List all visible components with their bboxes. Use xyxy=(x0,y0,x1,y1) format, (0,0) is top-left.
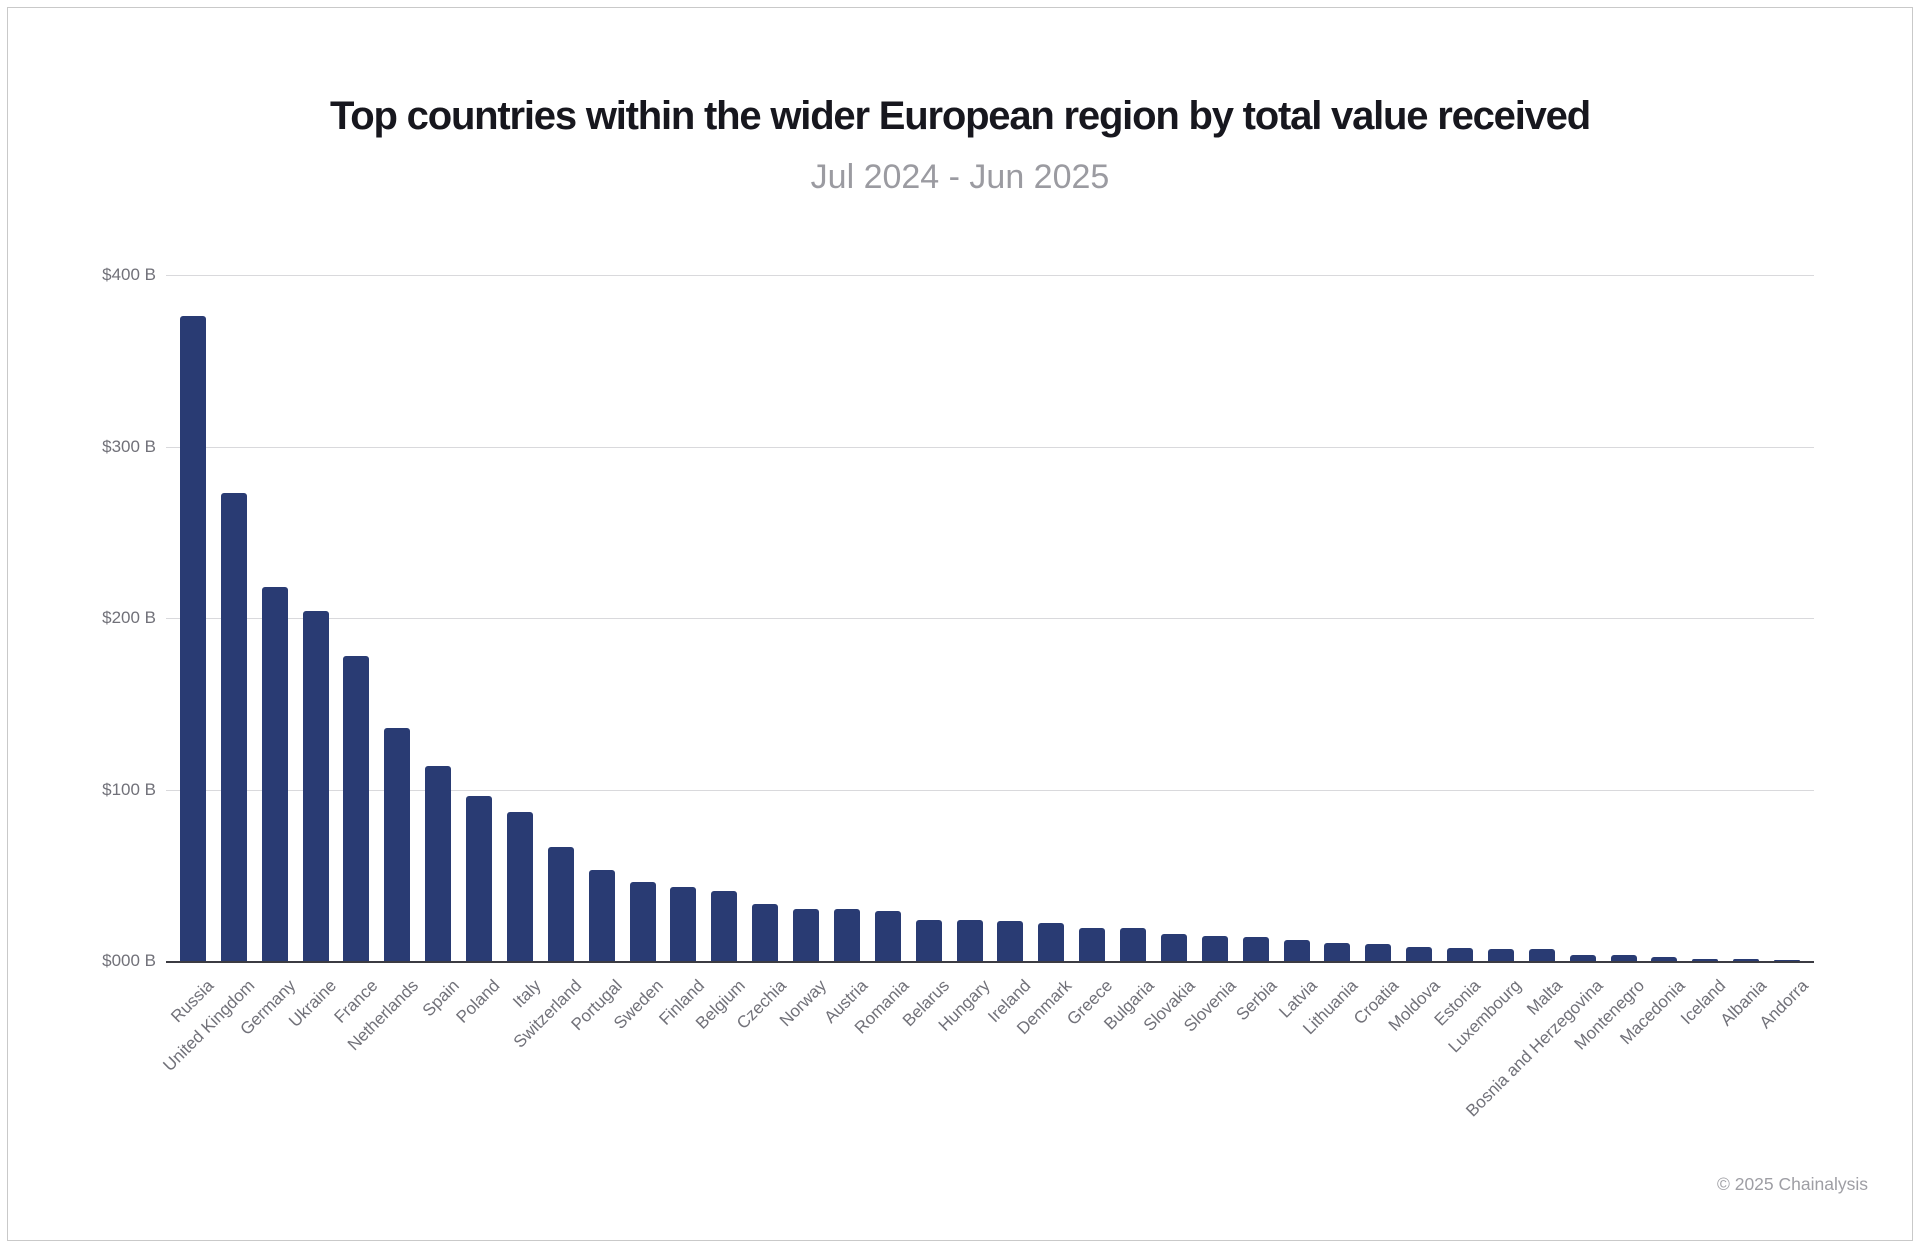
bar-estonia xyxy=(1447,947,1474,961)
y-tick-label: $400 B xyxy=(102,265,156,284)
bar-serbia xyxy=(1242,936,1269,961)
bar-austria xyxy=(833,909,860,961)
bar-lithuania xyxy=(1324,943,1351,961)
bar-bulgaria xyxy=(1120,927,1147,961)
bar-bosnia-and-herzegovina xyxy=(1569,954,1596,961)
bar-united-kingdom xyxy=(220,492,247,961)
bar-albania xyxy=(1733,959,1760,961)
bar-finland xyxy=(670,887,697,961)
bar-poland xyxy=(466,796,493,961)
plot-area xyxy=(166,275,1814,963)
x-tick-label: Serbia xyxy=(1231,976,1281,1025)
bar-czechia xyxy=(752,904,779,961)
bar-romania xyxy=(874,910,901,961)
gridline xyxy=(166,789,1814,791)
bar-malta xyxy=(1528,949,1555,961)
bar-russia xyxy=(180,316,206,961)
bar-belarus xyxy=(915,919,942,961)
gridline xyxy=(166,618,1814,619)
bar-norway xyxy=(793,908,820,961)
bar-moldova xyxy=(1406,947,1433,961)
bar-latvia xyxy=(1283,940,1310,961)
gridline xyxy=(166,446,1814,448)
y-tick-label: $000 B xyxy=(102,951,156,970)
x-tick-label: Poland xyxy=(452,976,504,1027)
bar-denmark xyxy=(1038,922,1065,961)
bar-macedonia xyxy=(1651,957,1678,961)
bar-iceland xyxy=(1692,958,1719,961)
bar-andorra xyxy=(1774,960,1800,961)
bar-germany xyxy=(261,587,288,961)
y-tick-label: $100 B xyxy=(102,779,156,799)
bar-italy xyxy=(506,811,533,961)
bar-hungary xyxy=(956,919,983,961)
bar-slovakia xyxy=(1160,934,1187,961)
copyright-text: © 2025 Chainalysis xyxy=(1716,1174,1868,1194)
bar-spain xyxy=(425,765,452,961)
y-tick-label: $200 B xyxy=(102,608,156,627)
bar-portugal xyxy=(588,870,615,961)
bar-netherlands xyxy=(384,727,411,961)
chart-subtitle: Jul 2024 - Jun 2025 xyxy=(810,158,1110,196)
chart-title: Top countries within the wider European … xyxy=(330,94,1591,138)
bar-greece xyxy=(1079,927,1106,961)
bar-belgium xyxy=(711,890,738,961)
y-tick-label: $300 B xyxy=(102,436,156,456)
bar-croatia xyxy=(1365,943,1392,961)
gridline xyxy=(166,275,1814,276)
bar-slovenia xyxy=(1201,936,1228,961)
bar-luxembourg xyxy=(1487,949,1514,961)
bar-ireland xyxy=(997,921,1024,961)
bar-montenegro xyxy=(1610,955,1637,961)
bar-switzerland xyxy=(547,846,574,961)
bar-france xyxy=(343,655,370,961)
bar-ukraine xyxy=(302,611,329,961)
bar-sweden xyxy=(629,882,656,961)
